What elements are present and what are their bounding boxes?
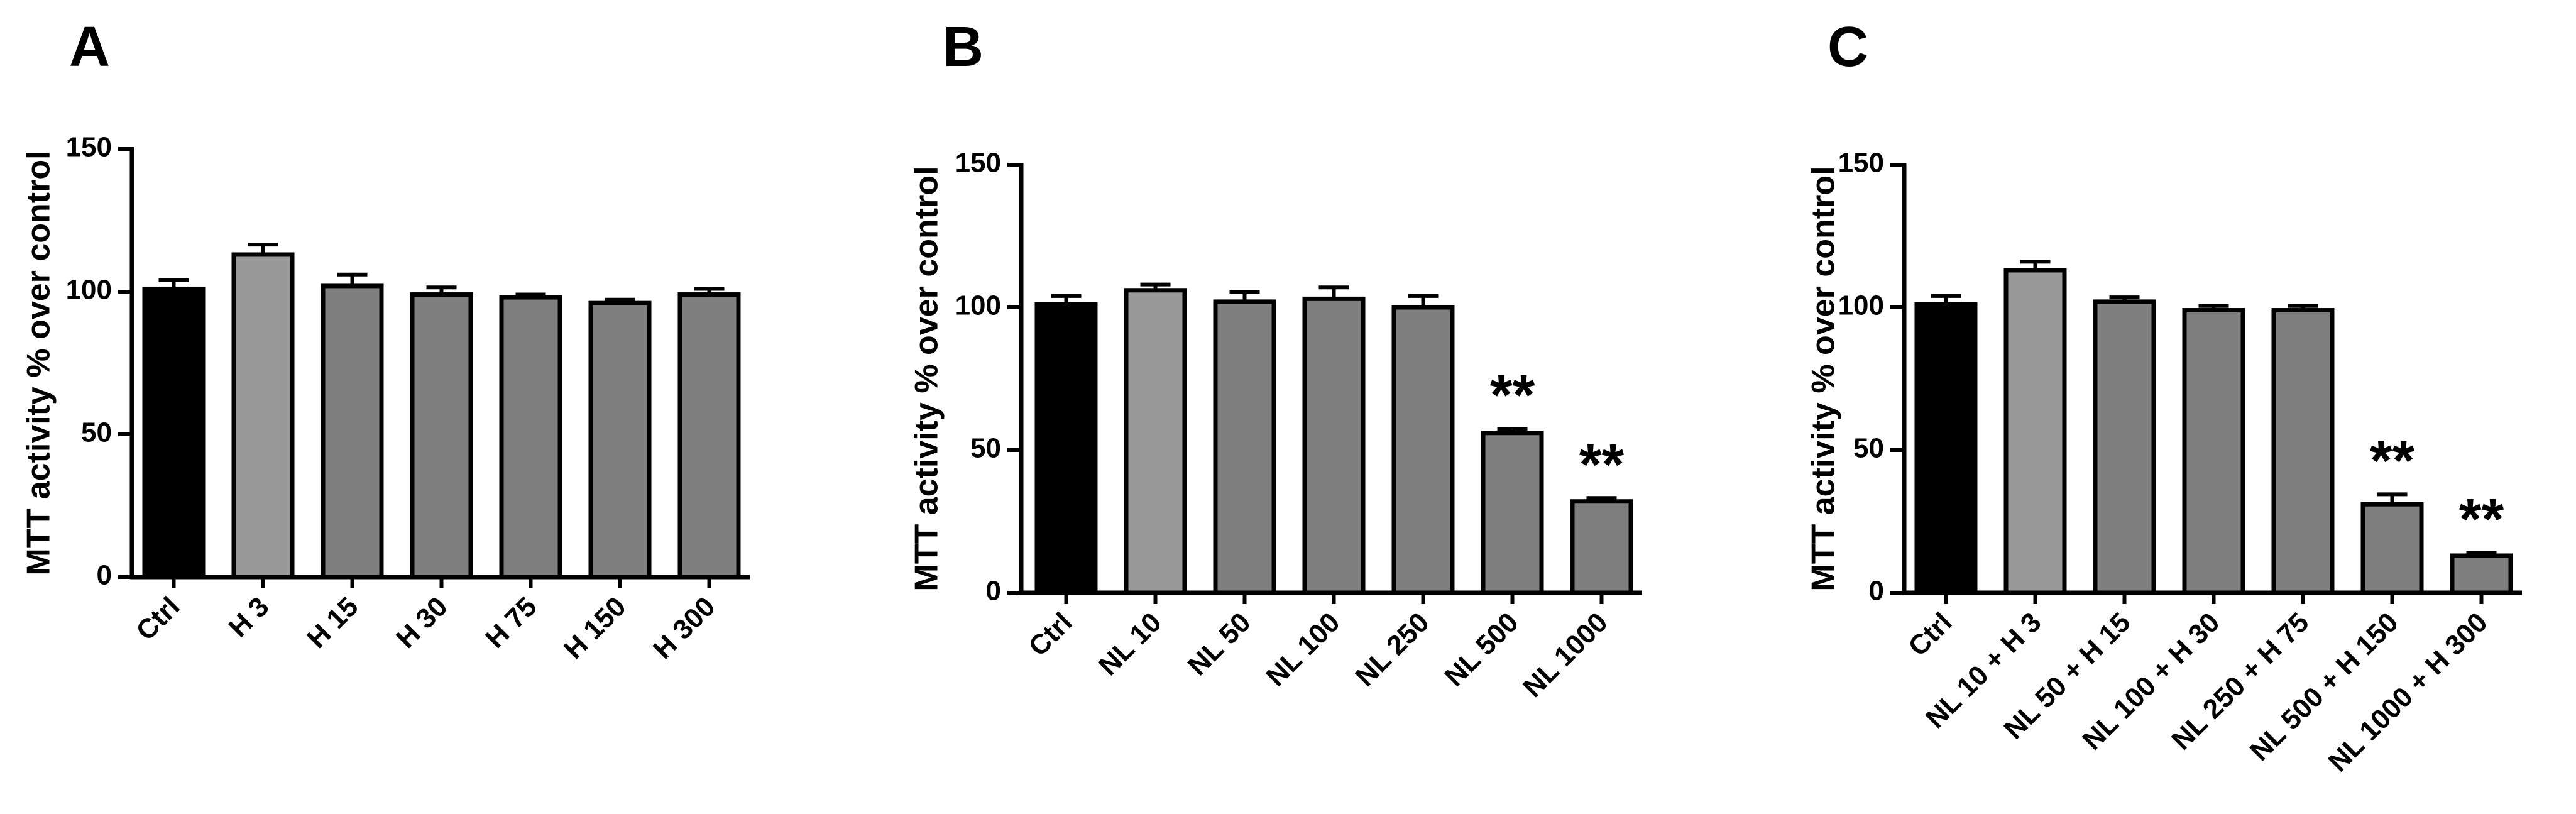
y-tick-label: 0 [986,576,1001,607]
panel-letter: A [69,16,110,79]
bar [2003,268,2067,595]
y-tick-label: 100 [955,290,1001,321]
bar [677,292,741,580]
bar [499,295,562,580]
y-tick-label: 50 [970,433,1001,464]
significance-marker: ** [2459,487,2504,551]
x-tick-label: H 15 [301,591,364,654]
x-tick-label: NL 10 [1093,607,1168,681]
bar [1391,305,1455,595]
y-tick-label: 150 [66,132,112,163]
y-axis-title: MTT activity % over control [21,150,57,575]
bar [1034,302,1098,595]
bar [2271,308,2335,595]
bar [1213,299,1276,595]
x-tick-label: H 150 [558,591,632,665]
y-tick-label: 100 [1838,290,1884,321]
y-tick-label: 150 [955,148,1001,179]
panel-letter: B [943,16,984,79]
x-tick-label: NL 100 [1260,607,1346,692]
bar [321,283,384,580]
bar [1302,296,1366,595]
x-tick-label: Ctrl [130,591,185,646]
bar [2360,502,2424,595]
bar [1124,288,1187,595]
x-tick-label: Ctrl [1902,607,1958,662]
y-tick-label: 150 [1838,148,1884,179]
x-tick-label: H 300 [647,591,721,665]
y-tick-label: 100 [66,275,112,305]
bar [2182,308,2245,595]
bar [1481,431,1544,595]
panel-c: C MTT activity % over control 0 50 100 150 Ctr… [1806,16,2522,778]
panel-b: B MTT activity % over control 0 50 100 150 Ctr… [909,16,1642,703]
x-tick-label: NL 250 [1349,607,1435,692]
x-tick-label: H 3 [222,591,275,643]
x-tick-label: Ctrl [1022,607,1078,662]
x-tick-label: NL 500 [1439,607,1524,692]
bar [410,292,473,580]
panel-a: A MTT activity % over control 0 50 100 150 Ctr… [21,16,750,665]
x-tick-label: NL 1000 [1517,607,1613,703]
bar [1914,302,1978,595]
x-tick-label: H 75 [480,591,542,654]
bar [2450,553,2513,595]
x-tick-label: H 30 [390,591,453,654]
significance-marker: ** [2370,429,2415,493]
bar [588,300,652,580]
y-tick-label: 0 [97,560,112,591]
bar [231,252,295,580]
x-tick-label: NL 1000 + H 300 [2323,607,2494,778]
y-tick-label: 50 [1853,433,1884,464]
bar [1570,499,1633,595]
bar [2093,299,2156,595]
bar [142,286,206,580]
y-tick-label: 0 [1869,576,1884,607]
y-axis-title: MTT activity % over control [909,166,945,591]
y-axis-title: MTT activity % over control [1806,166,1842,591]
y-tick-label: 50 [81,417,112,448]
panel-letter: C [1828,16,1868,79]
x-tick-label: NL 500 + H 150 [2244,607,2404,767]
significance-marker: ** [1490,363,1535,427]
x-tick-label: NL 50 [1182,607,1257,681]
significance-marker: ** [1579,432,1625,497]
